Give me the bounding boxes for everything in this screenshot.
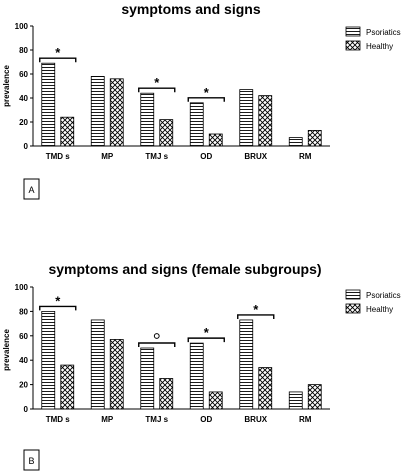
bar-healthy [307, 129, 322, 147]
chart-a: symptoms and signs prevalence A 0 20 40 60 8… [2, 1, 401, 200]
significance-marker: * [55, 45, 61, 60]
bar-psoriatics [140, 347, 155, 410]
y-axis-label: prevalence [2, 329, 11, 371]
y-tick-label: 100 [15, 283, 29, 292]
bar-healthy [60, 364, 75, 410]
y-tick-label: 60 [19, 70, 28, 79]
legend-swatch-healthy [345, 40, 361, 51]
panel-label: A [28, 185, 34, 195]
bar-healthy [258, 95, 273, 147]
y-tick-label: 80 [19, 307, 28, 316]
legend-label: Psoriatics [366, 291, 401, 300]
y-tick-label: 20 [19, 118, 28, 127]
bar-psoriatics [288, 391, 303, 410]
y-tick-label: 100 [15, 22, 29, 31]
bar-psoriatics [41, 310, 56, 410]
significance-bracket [187, 97, 225, 102]
bar-healthy [159, 119, 174, 147]
significance-marker: * [204, 85, 210, 100]
category-label: TMD s [46, 152, 71, 161]
bar-psoriatics [140, 92, 155, 147]
bar-healthy [258, 367, 273, 410]
bar-psoriatics [90, 76, 105, 147]
y-tick-label: 60 [19, 332, 28, 341]
bar-psoriatics [239, 319, 254, 410]
category-label: TMD s [46, 415, 71, 424]
bar-healthy [208, 133, 223, 147]
bar-healthy [208, 391, 223, 410]
significance-bracket [39, 305, 77, 311]
significance-bracket [138, 342, 176, 347]
bar-psoriatics [41, 62, 56, 147]
significance-marker: * [204, 325, 210, 340]
category-label: OD [200, 152, 212, 161]
bar-psoriatics [189, 102, 204, 147]
bar-healthy [60, 116, 75, 147]
y-tick-label: 40 [19, 94, 28, 103]
category-label: RM [299, 152, 312, 161]
category-label: BRUX [244, 152, 267, 161]
category-label: RM [299, 415, 312, 424]
y-tick-label: 0 [24, 405, 29, 414]
legend-label: Psoriatics [366, 28, 401, 37]
y-tick-label: 20 [19, 381, 28, 390]
category-label: MP [101, 415, 114, 424]
panel-label-box [23, 178, 40, 200]
significance-bracket [187, 337, 225, 343]
y-axis-label: prevalence [2, 65, 11, 107]
significance-bracket [237, 314, 275, 319]
bar-healthy [109, 78, 124, 147]
category-label: TMJ s [145, 152, 168, 161]
y-tick-label: 80 [19, 46, 28, 55]
legend-label: Healthy [366, 42, 393, 51]
significance-marker: * [55, 293, 61, 308]
bar-healthy [159, 378, 174, 410]
significance-bracket [138, 87, 176, 93]
y-tick-label: 0 [24, 142, 29, 151]
panel-label-box [23, 449, 40, 471]
significance-marker [153, 333, 160, 339]
bar-psoriatics [239, 89, 254, 147]
category-label: OD [200, 415, 212, 424]
significance-marker: * [154, 75, 160, 90]
legend-label: Healthy [366, 305, 393, 314]
significance-marker: * [253, 302, 259, 317]
legend-swatch-psoriatics [345, 26, 361, 37]
chart-title: symptoms and signs [121, 1, 260, 17]
bar-psoriatics [90, 319, 105, 410]
y-tick-label: 40 [19, 356, 28, 365]
panel-label: B [28, 456, 34, 466]
significance-bracket [39, 57, 77, 63]
category-label: TMJ s [145, 415, 168, 424]
bar-healthy [307, 384, 322, 410]
bar-psoriatics [288, 137, 303, 147]
chart-title: symptoms and signs (female subgroups) [48, 261, 321, 277]
chart-b: symptoms and signs (female subgroups) pr… [2, 261, 401, 471]
bar-healthy [109, 339, 124, 410]
legend-swatch-psoriatics [345, 289, 361, 300]
category-label: MP [101, 152, 114, 161]
bar-psoriatics [189, 342, 204, 410]
legend-swatch-healthy [345, 303, 361, 314]
category-label: BRUX [244, 415, 267, 424]
